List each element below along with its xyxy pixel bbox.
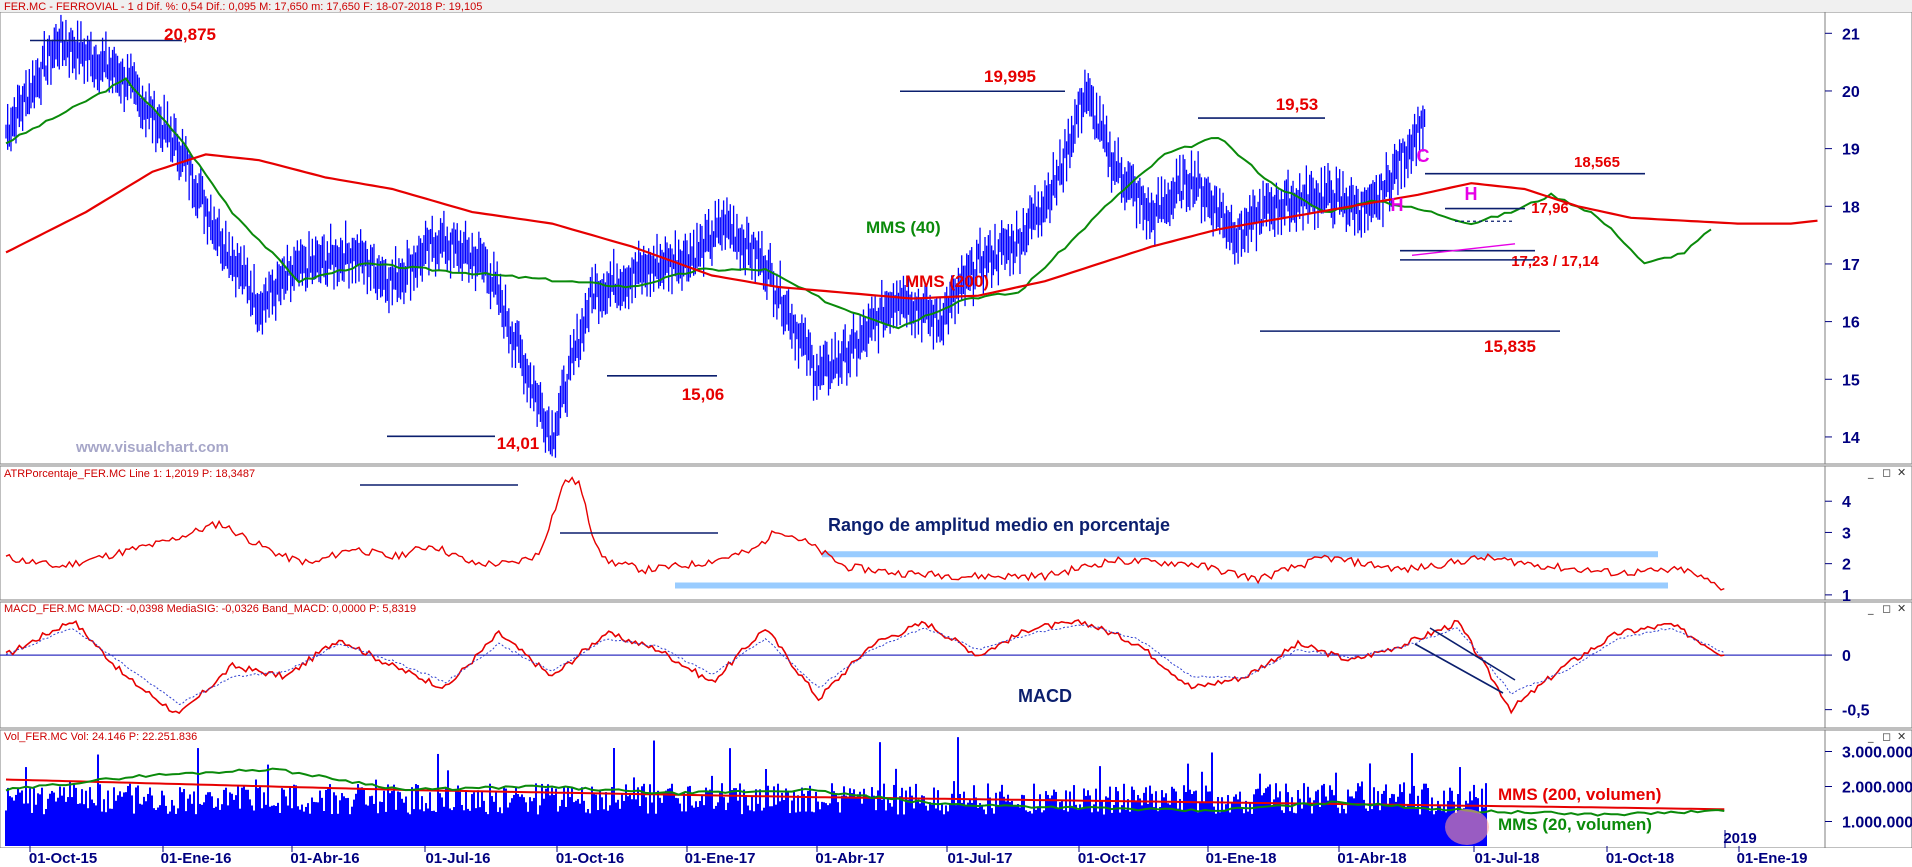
- price-tick-label: 21: [1842, 26, 1860, 43]
- price-tick-label: 18: [1842, 199, 1860, 216]
- x-tick-label: 01-Oct-16: [556, 850, 624, 867]
- price-tick-label: 16: [1842, 315, 1860, 332]
- vol-panel-controls[interactable]: _ ◻ ✕: [1867, 730, 1906, 743]
- atr-panel-controls[interactable]: _ ◻ ✕: [1867, 466, 1906, 479]
- x-tick-label: 01-Abr-16: [290, 850, 359, 867]
- minimize-icon[interactable]: _: [1867, 466, 1874, 479]
- level-label: 19,995: [984, 67, 1036, 86]
- x-tick-label: 01-Oct-15: [29, 850, 97, 867]
- macd-line: [5, 619, 1725, 715]
- year-label: 2019: [1723, 830, 1756, 847]
- x-tick-label: 01-Ene-19: [1737, 850, 1808, 867]
- atr-tick-label: 4: [1842, 494, 1851, 511]
- axes: 212019181716151443210-0,53.000.0002.000.…: [29, 26, 1912, 867]
- close-icon[interactable]: ✕: [1897, 730, 1906, 743]
- x-tick-label: 01-Oct-18: [1606, 850, 1674, 867]
- x-tick-label: 01-Jul-16: [425, 850, 490, 867]
- vol-sma20-line: [5, 767, 1725, 817]
- atr-plot: Rango de amplitud medio en porcentaje: [5, 476, 1725, 591]
- vol-tick-label: 3.000.000: [1842, 745, 1912, 762]
- price-tick-label: 20: [1842, 84, 1860, 101]
- price-panel-header: FER.MC - FERROVIAL - 1 d Dif. %: 0,54 Di…: [4, 1, 482, 13]
- x-tick-label: 01-Ene-16: [161, 850, 232, 867]
- volume-plot: MMS (200, volumen) MMS (20, volumen): [5, 737, 1725, 846]
- x-tick-label: 01-Abr-17: [815, 850, 884, 867]
- sma200-line: [5, 153, 1818, 300]
- annotations: 20,875 19,995 19,53 18,565 17,96 17,23 / 17,1…: [30, 25, 1645, 453]
- minimize-icon[interactable]: _: [1867, 730, 1874, 743]
- macd-tick-label: -0,5: [1842, 703, 1870, 720]
- x-tick-label: 01-Ene-18: [1206, 850, 1277, 867]
- level-label: 14,01: [497, 434, 540, 453]
- macd-panel-header: MACD_FER.MC MACD: -0,0398 MediaSIG: -0,0…: [4, 603, 416, 615]
- vol-sma200-line: [5, 778, 1725, 811]
- atr-tick-label: 3: [1842, 525, 1851, 542]
- atr-tick-label: 2: [1842, 557, 1851, 574]
- vol-sma200-label: MMS (200, volumen): [1498, 785, 1661, 804]
- vol-panel-header: Vol_FER.MC Vol: 24.146 P: 22.251.836: [4, 731, 197, 743]
- x-tick-label: 01-Ene-17: [685, 850, 756, 867]
- price-tick-label: 15: [1842, 372, 1860, 389]
- close-icon[interactable]: ✕: [1897, 602, 1906, 615]
- signal-line: [5, 624, 1725, 706]
- macd-plot: MACD: [0, 619, 1825, 715]
- level-label: 20,875: [164, 25, 216, 44]
- macd-label: MACD: [1018, 686, 1072, 706]
- level-label: 17,23 / 17,14: [1511, 253, 1599, 270]
- macd-channel-line: [1414, 643, 1504, 694]
- price-plot: [5, 14, 1818, 458]
- price-tick-label: 14: [1842, 430, 1860, 447]
- level-label: 19,53: [1276, 95, 1319, 114]
- level-label: 18,565: [1574, 154, 1620, 171]
- level-label: 15,835: [1484, 337, 1536, 356]
- volume-highlight: [1445, 809, 1489, 845]
- macd-panel-controls[interactable]: _ ◻ ✕: [1867, 602, 1906, 615]
- pattern-letter-h-right: H: [1465, 184, 1478, 204]
- vol-tick-label: 1.000.000: [1842, 815, 1912, 832]
- pattern-letter-h-left: H: [1391, 195, 1404, 215]
- vol-sma20-label: MMS (20, volumen): [1498, 815, 1652, 834]
- atr-line: [5, 476, 1725, 591]
- level-label: 15,06: [682, 385, 725, 404]
- macd-channel-line: [1429, 627, 1516, 681]
- price-tick-label: 19: [1842, 142, 1860, 159]
- x-tick-label: 01-Oct-17: [1078, 850, 1146, 867]
- vol-tick-label: 2.000.000: [1842, 780, 1912, 797]
- sma40-line: [5, 77, 1712, 330]
- x-tick-label: 01-Abr-18: [1337, 850, 1406, 867]
- sma40-label: MMS (40): [866, 218, 941, 237]
- sma200-label: MMS (200): [905, 272, 989, 291]
- macd-tick-label: 0: [1842, 648, 1851, 665]
- maximize-icon[interactable]: ◻: [1882, 730, 1891, 743]
- pattern-letter-c: C: [1417, 146, 1430, 166]
- atr-title: Rango de amplitud medio en porcentaje: [828, 515, 1170, 535]
- level-label: 17,96: [1531, 200, 1569, 217]
- atr-panel-header: ATRPorcentaje_FER.MC Line 1: 1,2019 P: 1…: [4, 468, 255, 480]
- x-tick-label: 01-Jul-17: [947, 850, 1012, 867]
- trend-line: [1411, 243, 1516, 256]
- close-icon[interactable]: ✕: [1897, 466, 1906, 479]
- x-tick-label: 01-Jul-18: [1474, 850, 1539, 867]
- atr-tick-label: 1: [1842, 588, 1851, 605]
- maximize-icon[interactable]: ◻: [1882, 466, 1891, 479]
- maximize-icon[interactable]: ◻: [1882, 602, 1891, 615]
- watermark: www.visualchart.com: [75, 439, 229, 456]
- price-tick-label: 17: [1842, 257, 1860, 274]
- minimize-icon[interactable]: _: [1867, 602, 1874, 615]
